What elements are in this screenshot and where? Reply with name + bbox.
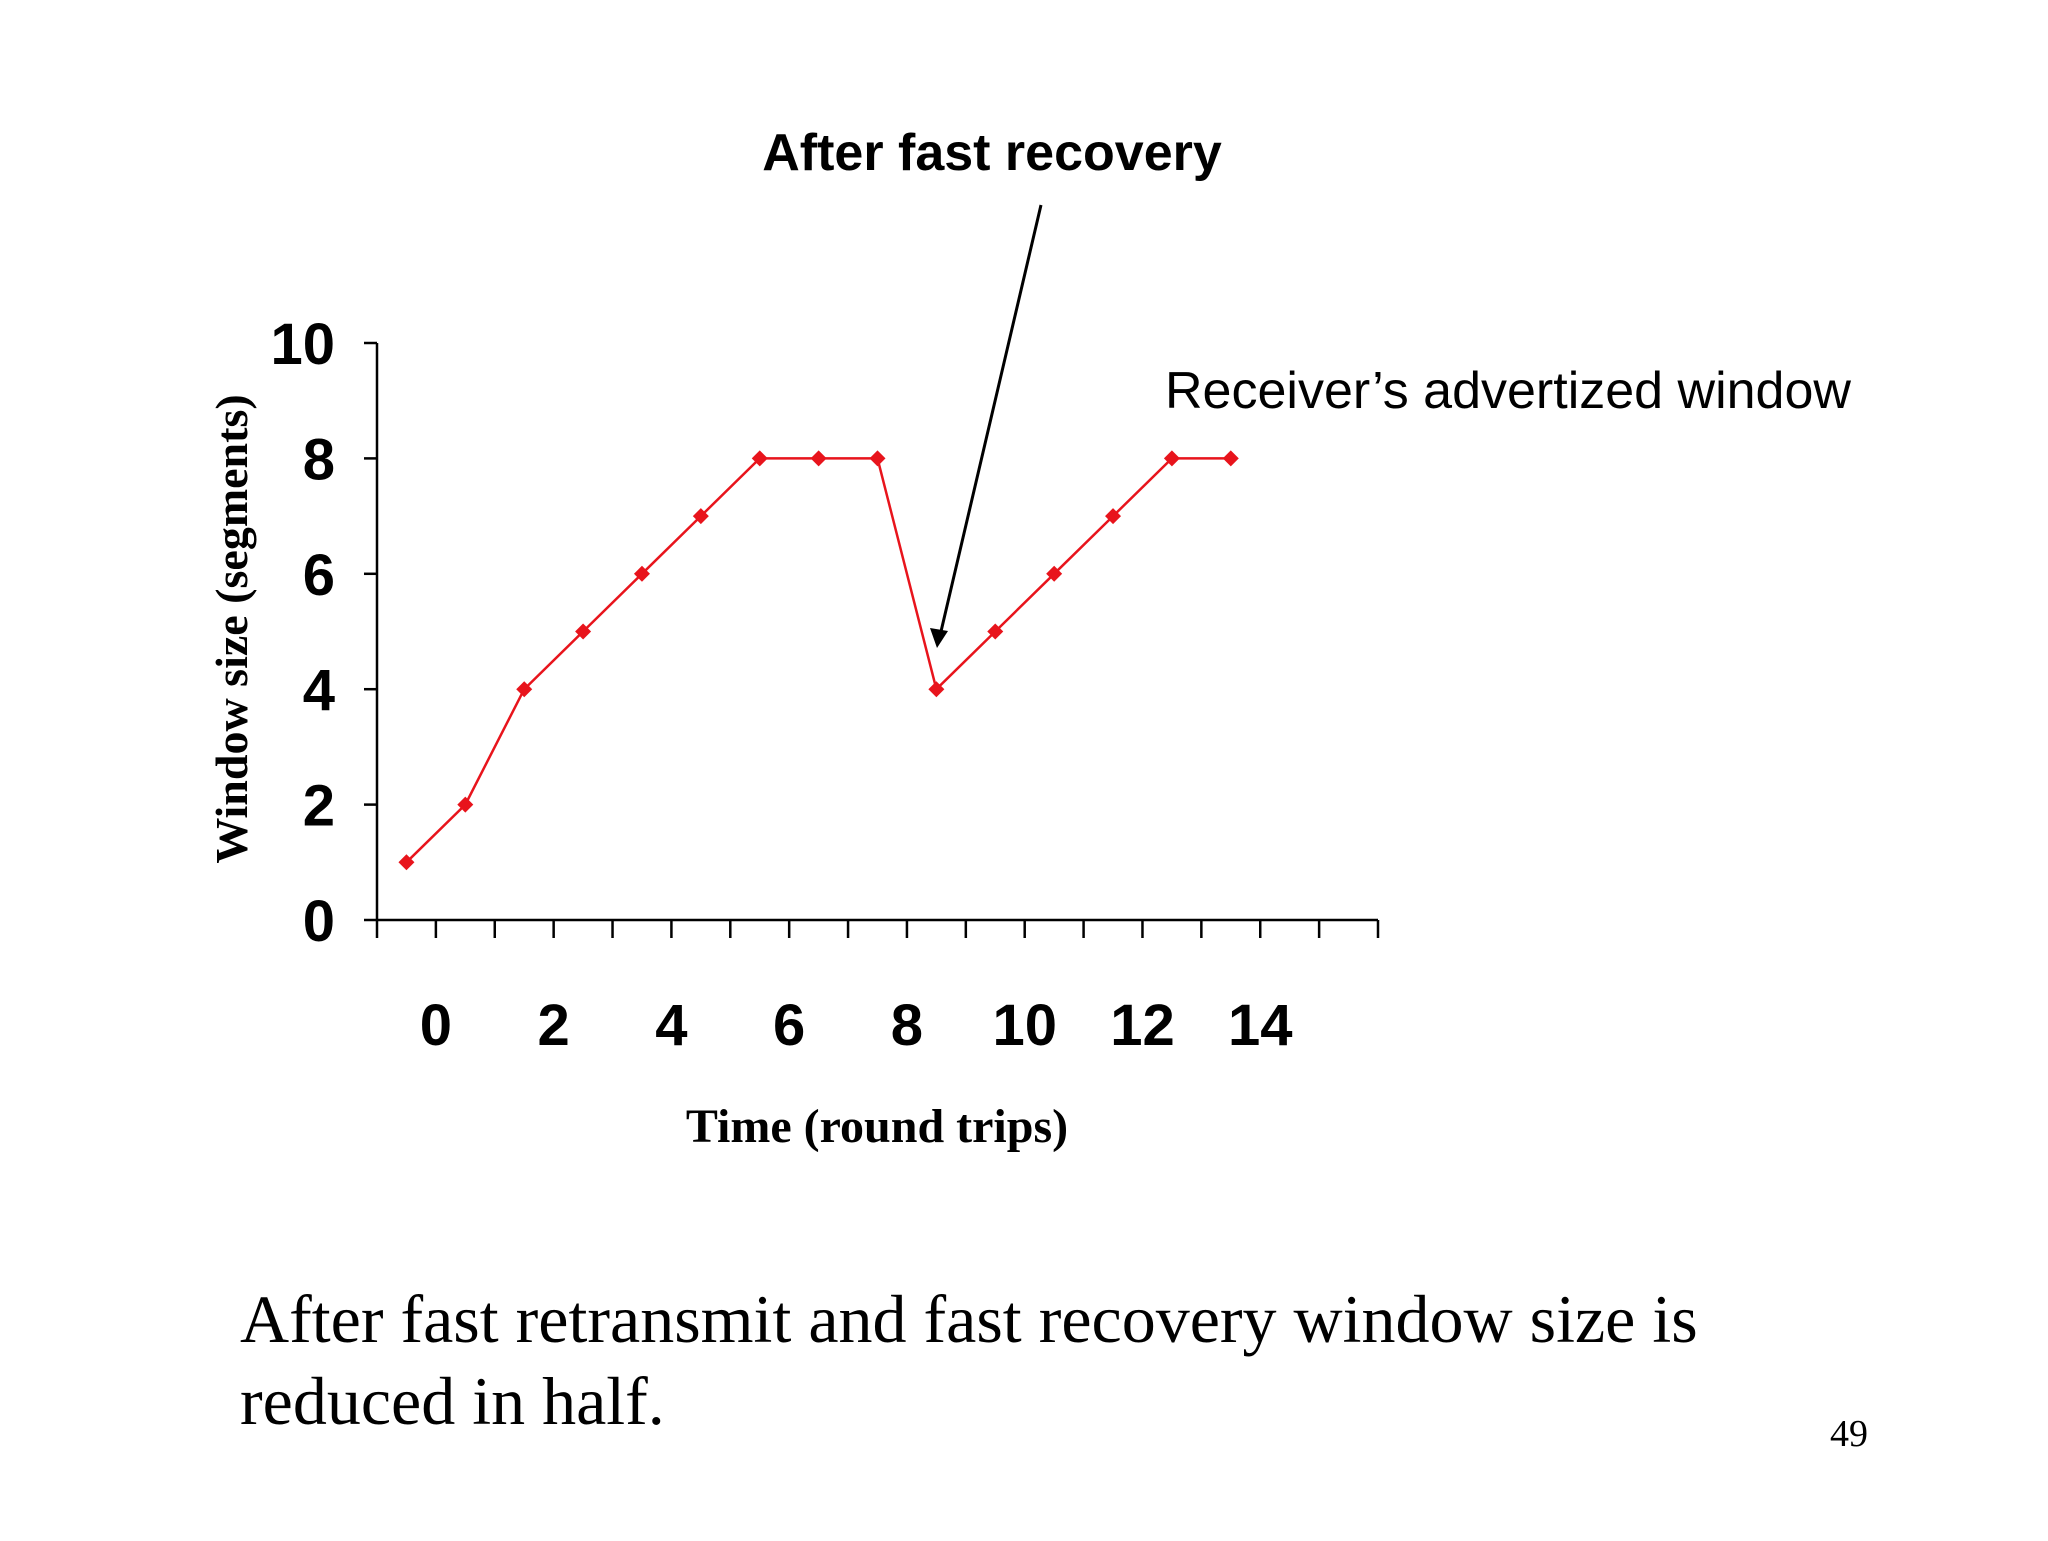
x-tick-label: 10: [992, 993, 1057, 1058]
annotation-fast-recovery: After fast recovery: [762, 124, 1222, 182]
y-tick-label: 6: [303, 543, 335, 608]
y-tick-label: 8: [303, 427, 335, 492]
x-tick-label: 0: [420, 993, 452, 1058]
x-tick-label: 2: [538, 993, 570, 1058]
data-point-marker: [811, 450, 827, 466]
annotation-arrowhead: [930, 628, 948, 648]
annotation-arrow: [939, 205, 1041, 640]
chart-axes: [364, 343, 1378, 938]
x-tick-label: 8: [891, 993, 923, 1058]
x-tick-label: 6: [773, 993, 805, 1058]
page-number: 49: [1830, 1412, 1868, 1456]
y-axis-label: Window size (segments): [206, 394, 257, 863]
data-point-marker: [870, 450, 886, 466]
x-tick-label: 12: [1110, 993, 1175, 1058]
annotation-advertized-window: Receiver’s advertized window: [1165, 362, 1851, 420]
y-tick-label: 4: [303, 658, 335, 723]
series-line: [406, 458, 1230, 862]
x-tick-label: 14: [1228, 993, 1293, 1058]
y-tick-label: 10: [270, 312, 335, 377]
y-tick-label: 2: [303, 774, 335, 839]
x-tick-label: 4: [655, 993, 687, 1058]
slide: 0 2 4 6 8 10 0 2 4 6 8 10 12 14 Window size (segment…: [0, 0, 2048, 1536]
x-tick-labels: 0 2 4 6 8 10 12 14: [420, 993, 1293, 1058]
y-tick-label: 0: [303, 889, 335, 954]
series-group: [398, 450, 1238, 870]
x-axis-label: Time (round trips): [686, 1100, 1068, 1153]
slide-caption: After fast retransmit and fast recovery …: [240, 1278, 1840, 1442]
data-point-marker: [1223, 450, 1239, 466]
y-tick-labels: 0 2 4 6 8 10: [270, 312, 335, 954]
